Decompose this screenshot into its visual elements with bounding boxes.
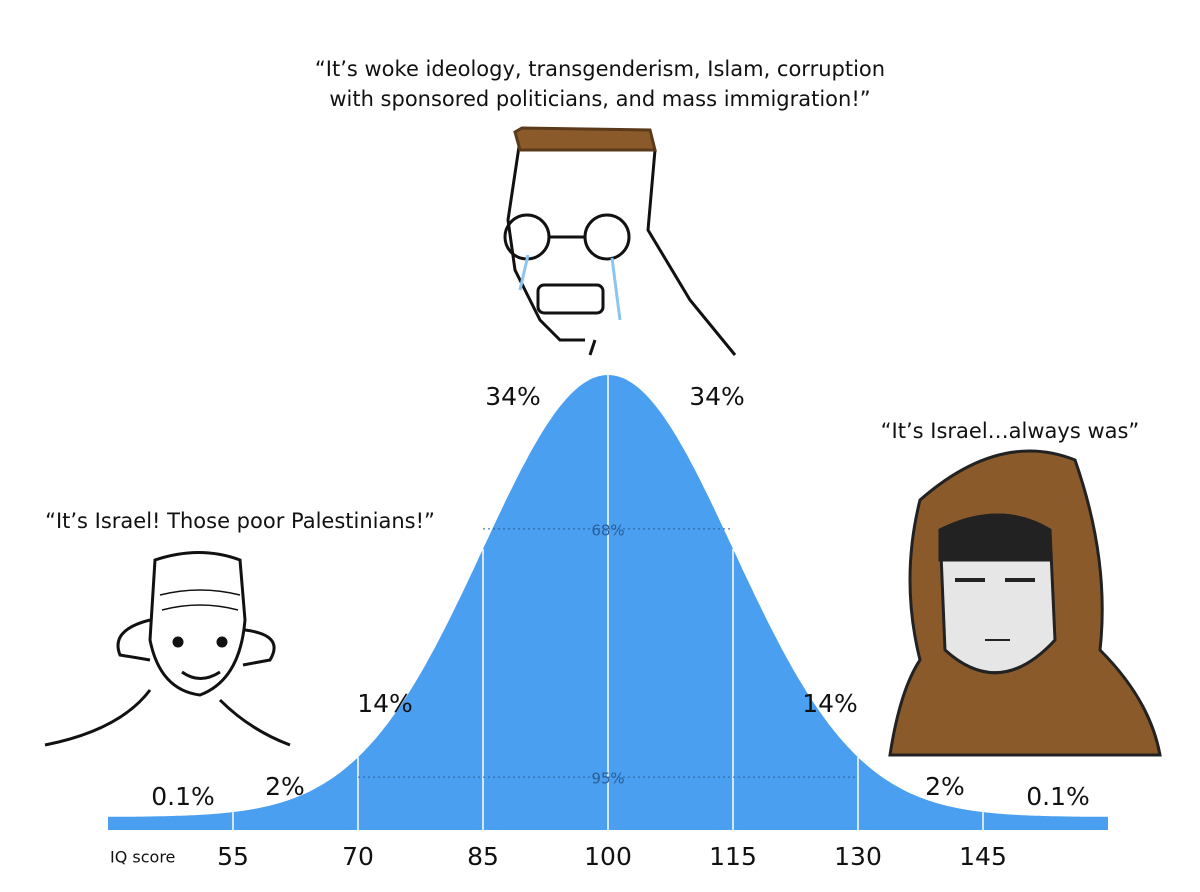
band <box>608 375 733 830</box>
quote: with sponsored politicians, and mass imm… <box>329 87 870 111</box>
band <box>983 812 1108 830</box>
x-tick-label: 115 <box>709 842 757 871</box>
band <box>233 757 358 830</box>
top-character <box>503 126 737 356</box>
x-tick-label: 130 <box>834 842 882 871</box>
band <box>733 548 858 830</box>
right-character <box>888 449 1162 757</box>
x-tick-label: 55 <box>217 842 249 871</box>
x-tick-label: 85 <box>467 842 499 871</box>
value-label: 2% <box>265 772 305 801</box>
x-axis-label: IQ score <box>110 848 175 867</box>
interval-label: 95% <box>591 770 624 788</box>
value-label: 0.1% <box>1026 782 1090 811</box>
quote: “It’s Israel…always was” <box>881 419 1140 443</box>
value-label: 14% <box>357 689 413 718</box>
band <box>108 812 233 830</box>
quote: “It’s Israel! Those poor Palestinians!” <box>45 509 435 533</box>
band <box>858 757 983 830</box>
value-label: 2% <box>925 772 965 801</box>
value-label: 14% <box>802 689 858 718</box>
x-tick-label: 70 <box>342 842 374 871</box>
x-tick-label: 100 <box>584 842 632 871</box>
band <box>358 548 483 830</box>
value-label: 34% <box>485 382 541 411</box>
interval-label: 68% <box>591 521 624 539</box>
quote: “It’s woke ideology, transgenderism, Isl… <box>315 57 885 81</box>
value-label: 34% <box>689 382 745 411</box>
band <box>483 375 608 830</box>
left-character <box>44 551 291 747</box>
value-label: 0.1% <box>151 782 215 811</box>
x-tick-label: 145 <box>959 842 1007 871</box>
